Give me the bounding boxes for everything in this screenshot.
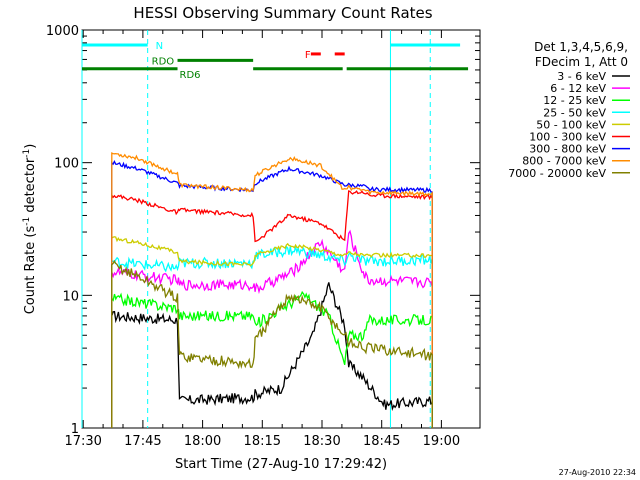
series-layer: [111, 152, 433, 428]
y-tick-label: 1000: [46, 24, 79, 39]
series-line: [111, 259, 433, 428]
y-axis-label-exponent: -1: [22, 149, 32, 158]
y-axis-label-part: detector: [23, 157, 38, 217]
y-axis-label-part: ): [23, 144, 38, 149]
annotation-label: RDO: [152, 56, 175, 67]
chart-title: HESSI Observing Summary Count Rates: [133, 4, 432, 22]
legend-label: 100 - 300 keV: [529, 131, 606, 144]
x-tick-label: 18:45: [363, 434, 400, 449]
series-line: [111, 290, 433, 428]
series-line: [111, 160, 433, 428]
legend-label: 7000 - 20000 keV: [508, 167, 606, 180]
y-tick-label: 10: [62, 289, 79, 304]
y-tick-label: 100: [54, 157, 79, 172]
x-tick-label: 19:00: [423, 434, 460, 449]
x-tick-label: 17:45: [124, 434, 161, 449]
series-line: [111, 282, 433, 428]
axes: 17:30 17:45 18:00 18:15 18:30 18:45 19:00 1 10 10…: [46, 24, 480, 449]
plot-frame: [81, 29, 481, 429]
x-tick-label: 18:15: [244, 434, 281, 449]
legend-label: 25 - 50 keV: [543, 106, 606, 119]
x-axis-label: Start Time (27-Aug-10 17:29:42): [175, 457, 387, 472]
plot-area: [81, 29, 481, 429]
legend-label: 3 - 6 keV: [557, 70, 606, 83]
annotations: N RDO RD6 F: [81, 30, 469, 428]
y-axis-label-exponent: -1: [22, 217, 32, 226]
x-tick-label: 18:00: [184, 434, 221, 449]
series-line: [111, 236, 433, 428]
annotation-label: F: [305, 50, 311, 61]
series-line: [111, 229, 433, 428]
x-tick-label: 18:30: [303, 434, 340, 449]
series-line: [111, 190, 433, 428]
series-line: [111, 244, 433, 428]
legend: Det 1,3,4,5,6,9, FDecim 1, Att 0 3 - 6 k…: [508, 40, 630, 180]
legend-label: 50 - 100 keV: [536, 118, 606, 131]
legend-label: 300 - 800 keV: [529, 143, 606, 156]
legend-label: 800 - 7000 keV: [522, 155, 606, 168]
y-axis-label: Count Rate (s-1 detector-1): [22, 144, 38, 315]
annotation-label: RD6: [180, 70, 201, 81]
timestamp: 27-Aug-2010 22:34: [559, 468, 636, 477]
y-tick-label: 1: [71, 422, 79, 437]
x-tick-label: 17:30: [64, 434, 101, 449]
y-axis-label-part: Count Rate (s: [23, 226, 38, 315]
legend-label: 6 - 12 keV: [550, 82, 606, 95]
legend-label: 12 - 25 keV: [543, 94, 606, 107]
annotation-label: N: [156, 41, 163, 52]
legend-header-line: FDecim 1, Att 0: [535, 55, 628, 69]
legend-header-line: Det 1,3,4,5,6,9,: [534, 40, 628, 54]
series-line: [111, 152, 433, 428]
